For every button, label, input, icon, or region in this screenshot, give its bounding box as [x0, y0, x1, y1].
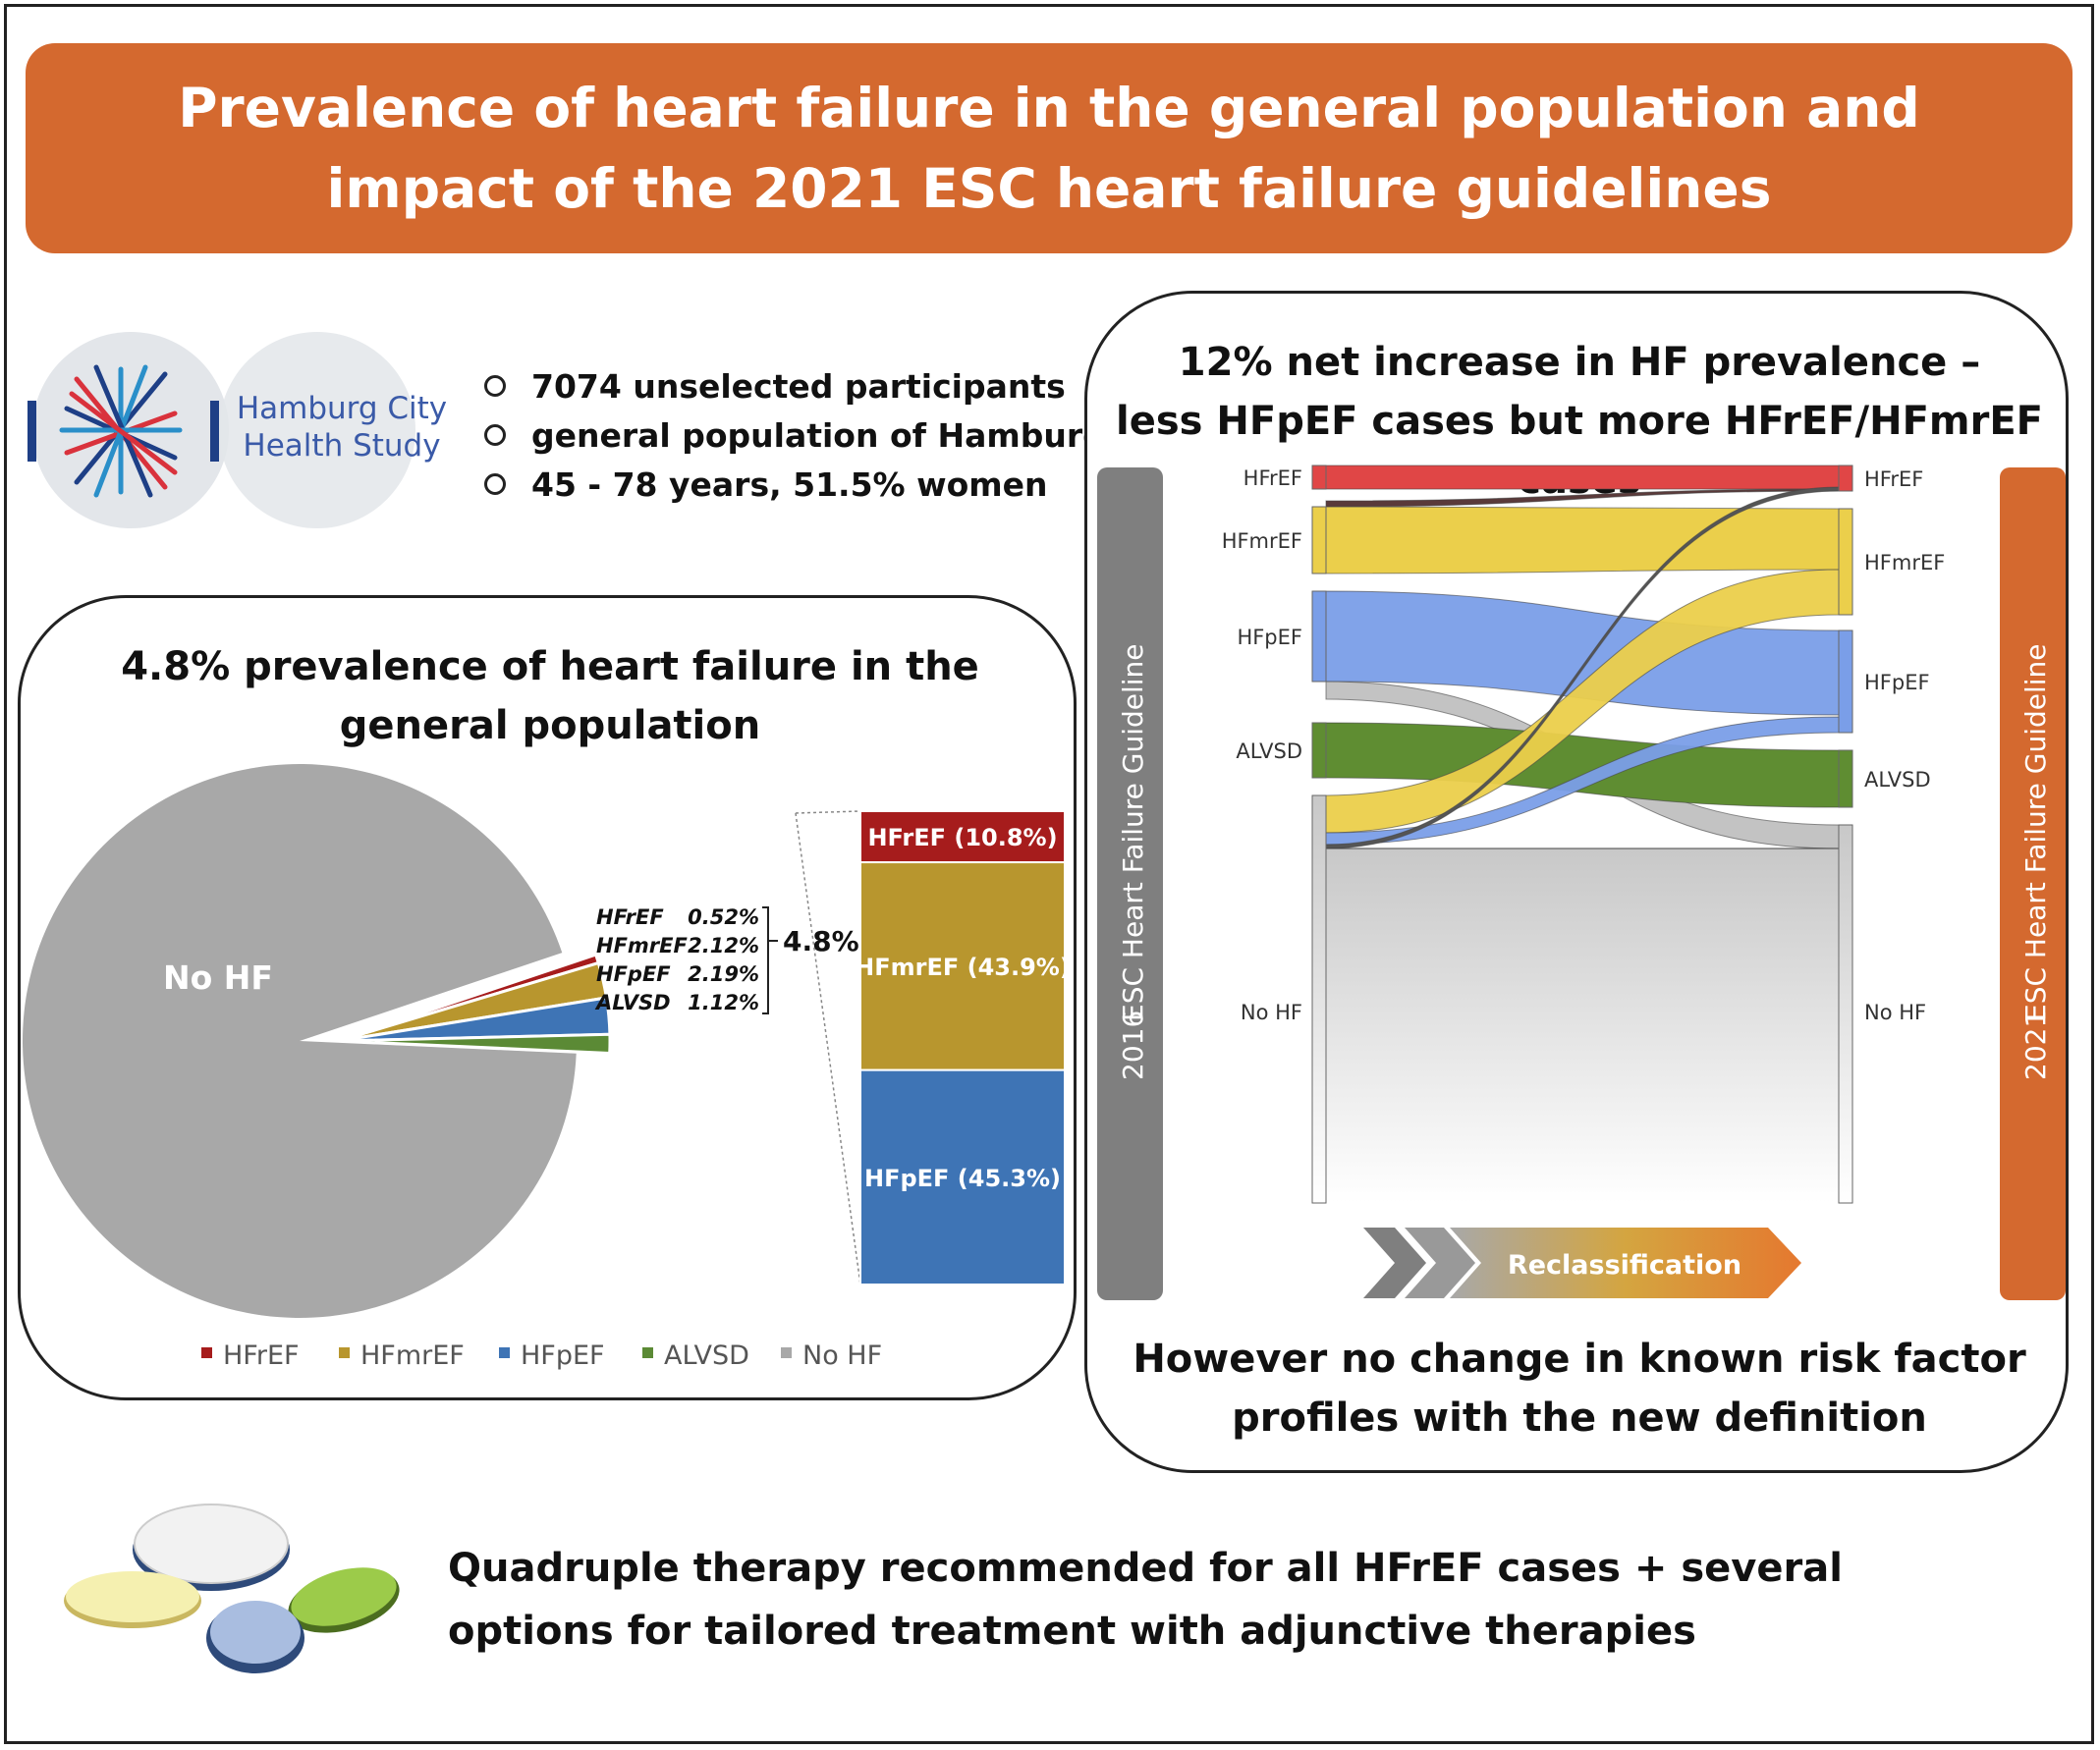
- stack-segment-hfpef: [859, 1068, 1066, 1286]
- logo-bar-2: [210, 401, 219, 462]
- pie-callout-name: HFrEF: [596, 905, 664, 929]
- flow-hfref-hfref: [1325, 465, 1840, 490]
- pie-callout-value: 2.12%: [688, 934, 759, 957]
- sankey-node-right: [1838, 629, 1853, 734]
- sankey-node-left: [1311, 590, 1327, 683]
- sankey-left-label: ALVSD: [1236, 739, 1302, 763]
- logo-circle-right: [219, 332, 415, 528]
- connector-line: [795, 812, 861, 1285]
- legend-swatch: [499, 1347, 510, 1358]
- fact-item: general population of Hamburg: [484, 410, 1106, 460]
- pie-slice-alvsd: [338, 1032, 612, 1056]
- pie-callout-value: 0.52%: [688, 905, 759, 929]
- sankey-right-label: No HF: [1864, 1001, 1926, 1024]
- sankey-node-right: [1838, 465, 1853, 492]
- sankey-right-label: ALVSD: [1864, 768, 1931, 792]
- risk-factor-note: However no change in known risk factor p…: [1133, 1337, 2026, 1441]
- pie-label-no-hf: No HF: [163, 958, 273, 997]
- logo-bar-1: [28, 401, 36, 462]
- bracket: [762, 906, 769, 1014]
- pie-callout-name: ALVSD: [594, 991, 671, 1014]
- pie-callout-value: 2.19%: [688, 962, 759, 986]
- fact-item: 45 - 78 years, 51.5% women: [484, 460, 1106, 509]
- legend-label: No HF: [802, 1340, 882, 1371]
- year-bar-2021: [2000, 467, 2066, 1300]
- logo-text-line2: Health Study: [243, 428, 440, 464]
- sankey-node-right: [1838, 824, 1853, 1204]
- sankey-left-label: No HF: [1241, 1001, 1302, 1024]
- stack-label: HFmrEF (43.9%): [855, 954, 1071, 981]
- pie-callout-name: HFpEF: [596, 962, 671, 986]
- chevron-icon: [1363, 1228, 1426, 1298]
- fact-item: 7074 unselected participants: [484, 361, 1106, 410]
- sankey-left-label: HFpEF: [1237, 626, 1302, 649]
- legend-label: ALVSD: [664, 1340, 749, 1371]
- stack-segment-hfmref: [859, 861, 1066, 1071]
- year-2016-label: 2016: [1117, 1011, 1149, 1080]
- starburst-icon: [59, 364, 183, 498]
- legend-label: HFpEF: [521, 1340, 605, 1371]
- hchs-logo: Hamburg City Health Study: [28, 332, 447, 528]
- title-banner: Prevalence of heart failure in the gener…: [26, 43, 2072, 253]
- study-facts: 7074 unselected participants general pop…: [484, 361, 1106, 509]
- legend-swatch: [339, 1347, 350, 1358]
- year-bar-2016: [1097, 467, 1163, 1300]
- sankey-node-right: [1838, 749, 1853, 808]
- sankey-node-right: [1838, 508, 1853, 616]
- chevron-icon: [1405, 1228, 1475, 1298]
- guideline-2016-label: ESC Heart Failure Guideline: [1117, 643, 1149, 1021]
- sankey-left-label: HFrEF: [1243, 466, 1302, 490]
- legend-label: HFrEF: [223, 1340, 300, 1371]
- sankey-left-label: HFmrEF: [1222, 529, 1302, 553]
- circle-bullet-icon: [484, 473, 506, 495]
- circle-bullet-icon: [484, 424, 506, 446]
- pills-icon: [64, 1504, 400, 1673]
- prevalence-title: 4.8% prevalence of heart failure in the …: [121, 644, 979, 748]
- connector-line: [795, 810, 861, 814]
- legend-swatch: [781, 1347, 792, 1358]
- legend-label: HFmrEF: [360, 1340, 465, 1371]
- page-title: Prevalence of heart failure in the gener…: [178, 77, 1920, 220]
- legend-swatch: [642, 1347, 653, 1358]
- flow-hfmref-hfmref: [1325, 506, 1840, 574]
- pie-callout-name: HFmrEF: [596, 934, 689, 957]
- sankey-node-left: [1311, 465, 1327, 490]
- bracket-total: 4.8%: [783, 925, 859, 957]
- sankey-node-left: [1311, 794, 1327, 1204]
- reclassification-label: Reclassification: [1508, 1250, 1741, 1281]
- sankey-node-left: [1311, 722, 1327, 779]
- sankey-right-label: HFpEF: [1864, 671, 1930, 694]
- legend-swatch: [201, 1347, 212, 1358]
- year-2021-label: 2021: [2019, 1011, 2052, 1080]
- guideline-2021-label: ESC Heart Failure Guideline: [2019, 643, 2052, 1021]
- pie-callout-value: 1.12%: [688, 991, 759, 1014]
- stack-label: HFpEF (45.3%): [864, 1165, 1061, 1192]
- sankey-right-label: HFmrEF: [1864, 551, 1945, 574]
- arrow-body: [1450, 1228, 1801, 1298]
- pie-slice-no-hf: [23, 764, 577, 1318]
- circle-bullet-icon: [484, 375, 506, 397]
- logo-text-line1: Hamburg City: [237, 391, 447, 426]
- sankey-node-left: [1311, 506, 1327, 574]
- flow-nohf-nohf: [1326, 848, 1839, 1203]
- stack-label: HFrEF (10.8%): [867, 824, 1057, 851]
- therapy-note: Quadruple therapy recommended for all HF…: [448, 1546, 1843, 1654]
- sankey-right-label: HFrEF: [1864, 467, 1923, 491]
- reclassification-arrow: Reclassification: [1363, 1228, 1801, 1298]
